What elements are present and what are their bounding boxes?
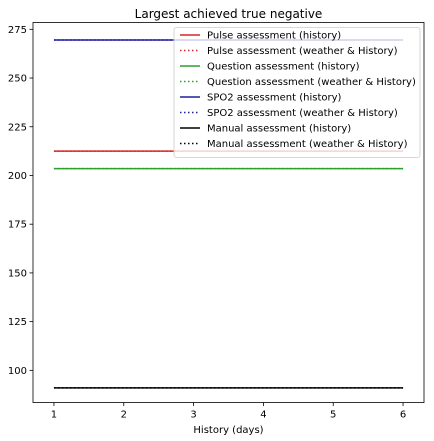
y-tick-label: 200 — [8, 171, 27, 182]
x-tick-label: 1 — [51, 410, 57, 421]
x-axis-label: History (days) — [193, 425, 263, 436]
legend: Pulse assessment (history) Pulse assessme… — [174, 28, 420, 158]
x-axis: 1 2 3 4 5 6 — [51, 403, 406, 421]
y-tick-label: 175 — [8, 220, 27, 231]
y-tick-label: 225 — [8, 122, 27, 133]
y-tick-label: 125 — [8, 317, 27, 328]
legend-label: Manual assessment (weather & History) — [207, 139, 408, 150]
y-tick-label: 150 — [8, 268, 27, 279]
y-axis: 100 125 150 175 200 225 250 275 — [8, 25, 33, 377]
x-tick-label: 5 — [330, 410, 336, 421]
x-tick-label: 6 — [400, 410, 406, 421]
y-tick-label: 100 — [8, 366, 27, 377]
legend-label: Pulse assessment (history) — [207, 31, 341, 42]
x-tick-label: 2 — [121, 410, 127, 421]
legend-label: Question assessment (weather & History) — [207, 77, 416, 88]
legend-label: Pulse assessment (weather & History) — [207, 46, 398, 57]
x-tick-label: 4 — [260, 410, 266, 421]
y-tick-label: 250 — [8, 74, 27, 85]
chart-title: Largest achieved true negative — [135, 7, 323, 21]
y-tick-label: 275 — [8, 25, 27, 36]
legend-label: SPO2 assessment (history) — [207, 93, 342, 104]
x-tick-label: 3 — [190, 410, 196, 421]
legend-label: Question assessment (history) — [207, 62, 360, 73]
legend-label: SPO2 assessment (weather & History) — [207, 108, 398, 119]
legend-label: Manual assessment (history) — [207, 124, 351, 135]
